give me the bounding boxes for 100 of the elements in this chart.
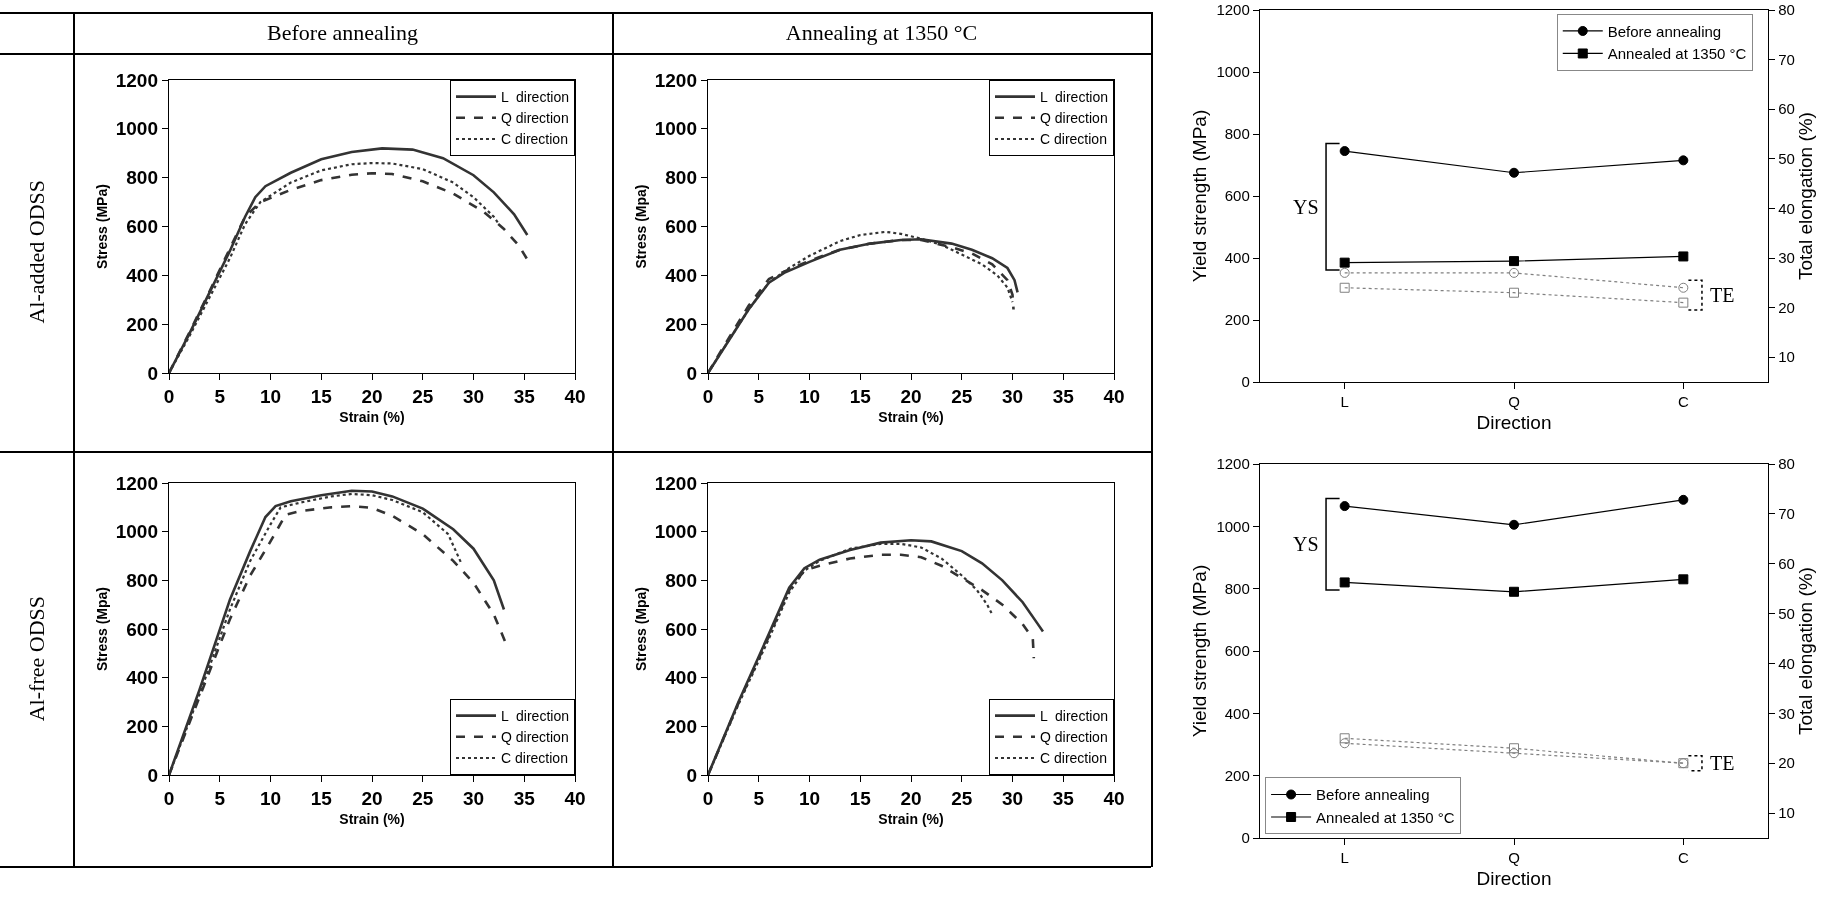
text: Al-free ODSS: [23, 595, 50, 722]
y2-tick-label: 70: [1778, 50, 1795, 68]
y-tick-label: 400: [126, 667, 158, 689]
y2-tick-label: 70: [1778, 505, 1795, 523]
y2-tick-label: 20: [1778, 754, 1795, 772]
legend-label: L direction: [1040, 708, 1108, 725]
x-tick-label: 30: [462, 386, 485, 407]
y-tick-label: 1000: [654, 118, 697, 140]
x-tick-label: Q: [1508, 849, 1520, 867]
y2-tick-label: 20: [1778, 298, 1795, 316]
y-tick-label: 200: [126, 313, 158, 335]
y-tick-label: 400: [126, 264, 158, 286]
y-tick-label: 0: [686, 362, 697, 384]
y2-tick-label: 40: [1778, 654, 1795, 672]
y-tick-label: 600: [665, 216, 697, 238]
x-tick-label: 30: [1001, 386, 1024, 407]
y-tick-label: 600: [126, 216, 158, 238]
legend-label: Before annealing: [1607, 22, 1722, 40]
x-tick-label: 40: [564, 788, 586, 809]
y-axis-title: Stress (MPa): [94, 184, 111, 269]
y-tick-label: 1200: [1216, 455, 1250, 473]
y-tick-label: 800: [1224, 125, 1250, 143]
chart-title: Annealing at 1350 °C: [784, 19, 979, 47]
y-tick-label: 1000: [1216, 63, 1250, 81]
legend-label: C direction: [501, 750, 568, 767]
legend-label: Q direction: [1040, 729, 1108, 746]
x-tick-label: C: [1677, 393, 1689, 411]
x-tick-label: 5: [753, 788, 765, 809]
annotation: YS: [1293, 196, 1319, 218]
y-tick-label: 1200: [654, 472, 697, 494]
legend-label: Q direction: [501, 729, 569, 746]
chart-title: Before annealing: [266, 19, 419, 47]
annotation: YS: [1293, 533, 1319, 555]
legend-label: Before annealing: [1316, 786, 1430, 804]
y-tick-label: 600: [126, 618, 158, 640]
x-tick-label: Q: [1508, 393, 1520, 411]
y-tick-label: 800: [126, 569, 158, 591]
x-tick-label: 30: [462, 788, 485, 809]
y-tick-label: 600: [665, 618, 697, 640]
y-tick-label: 800: [1224, 579, 1250, 597]
x-tick-label: 15: [849, 386, 872, 407]
x-tick-label: 35: [513, 386, 536, 407]
legend-label: Q direction: [501, 110, 569, 127]
x-tick-label: 25: [951, 788, 973, 809]
legend-label: L direction: [501, 89, 569, 106]
y2-tick-label: 80: [1778, 1, 1795, 19]
y-tick-label: 1200: [1216, 1, 1250, 19]
x-tick-label: 0: [702, 386, 714, 407]
y-tick-label: 800: [665, 569, 697, 591]
x-tick-label: 15: [310, 386, 333, 407]
y2-tick-label: 40: [1778, 199, 1795, 217]
y-tick-label: 1000: [1216, 517, 1250, 535]
annotation: TE: [1710, 284, 1735, 306]
y-tick-label: 0: [147, 764, 158, 786]
y-tick-label: 0: [686, 764, 697, 786]
x-axis-title: Strain (%): [339, 409, 405, 426]
x-tick-label: 40: [1103, 386, 1125, 407]
x-tick-label: 5: [214, 386, 226, 407]
y-tick-label: 400: [665, 264, 697, 286]
y-tick-label: 1200: [115, 472, 158, 494]
y-axis-title: Stress (Mpa): [94, 586, 111, 672]
y-axis-title: Yield strength (MPa): [1189, 109, 1211, 283]
legend-label: C direction: [1040, 750, 1107, 767]
x-tick-label: 20: [361, 788, 383, 809]
x-tick-label: 0: [163, 788, 175, 809]
x-tick-label: 15: [849, 788, 872, 809]
legend-label: Q direction: [1040, 110, 1108, 127]
y-tick-label: 600: [1224, 642, 1250, 660]
x-tick-label: 25: [412, 386, 434, 407]
x-tick-label: 5: [753, 386, 765, 407]
y-tick-label: 1000: [115, 118, 158, 140]
y2-axis-title: Total elongation (%): [1794, 112, 1816, 280]
x-tick-label: L: [1340, 849, 1349, 867]
y2-tick-label: 50: [1778, 604, 1795, 622]
x-tick-label: 25: [951, 386, 973, 407]
legend-label: Annealed at 1350 °C: [1316, 808, 1455, 826]
legend-label: L direction: [1040, 89, 1108, 106]
y-tick-label: 800: [126, 167, 158, 189]
y2-tick-label: 30: [1778, 249, 1795, 267]
y-axis-title: Yield strength (MPa): [1189, 564, 1211, 738]
y-tick-label: 0: [1241, 829, 1250, 847]
y-tick-label: 800: [665, 167, 697, 189]
x-tick-label: 0: [702, 788, 714, 809]
text: Al-added ODSS: [23, 180, 50, 324]
y-tick-label: 200: [665, 313, 697, 335]
y-tick-label: 600: [1224, 187, 1250, 205]
y2-tick-label: 10: [1778, 348, 1795, 366]
y-tick-label: 200: [1224, 311, 1250, 329]
x-axis-title: Direction: [1476, 411, 1552, 433]
y-tick-label: 1000: [654, 521, 697, 543]
y-tick-label: 0: [147, 362, 158, 384]
legend-label: C direction: [501, 131, 568, 148]
y-axis-title: Stress (Mpa): [633, 184, 650, 269]
y-tick-label: 400: [1224, 249, 1250, 267]
y2-tick-label: 80: [1778, 455, 1795, 473]
x-tick-label: 20: [900, 788, 922, 809]
x-tick-label: 35: [1052, 788, 1075, 809]
x-tick-label: 40: [1103, 788, 1125, 809]
y2-tick-label: 60: [1778, 100, 1795, 118]
x-tick-label: 5: [214, 788, 226, 809]
